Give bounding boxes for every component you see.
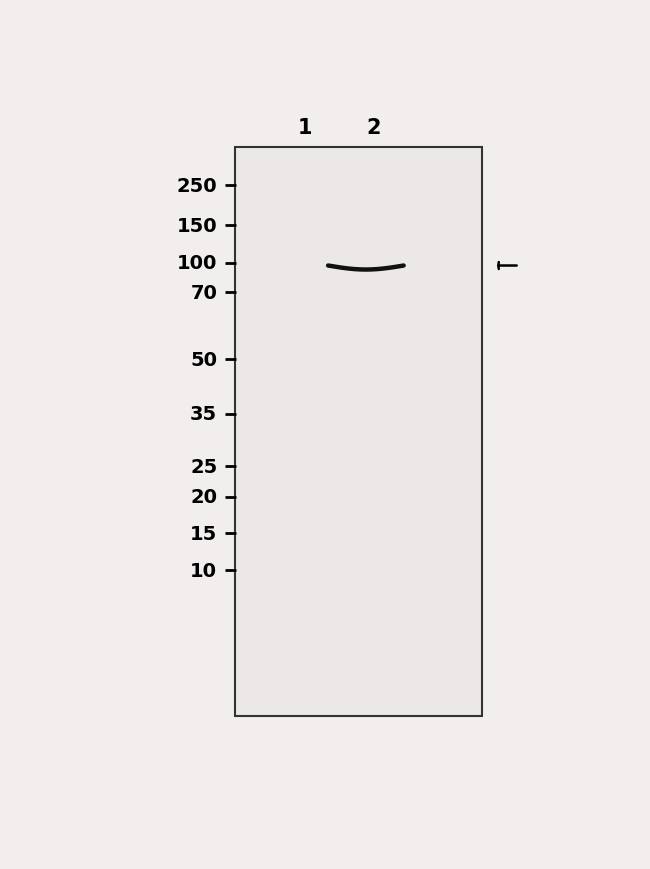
Text: 20: 20 bbox=[190, 488, 217, 507]
Text: 15: 15 bbox=[190, 524, 217, 543]
Text: 250: 250 bbox=[177, 176, 217, 196]
Text: 50: 50 bbox=[190, 350, 217, 369]
Text: 100: 100 bbox=[177, 254, 217, 273]
Text: 35: 35 bbox=[190, 405, 217, 423]
Bar bbox=[235, 148, 482, 717]
Text: 70: 70 bbox=[190, 283, 217, 302]
Text: 10: 10 bbox=[190, 561, 217, 580]
Text: 25: 25 bbox=[190, 457, 217, 476]
Text: 1: 1 bbox=[298, 117, 313, 137]
Text: 150: 150 bbox=[177, 216, 217, 235]
Text: 2: 2 bbox=[366, 117, 381, 137]
